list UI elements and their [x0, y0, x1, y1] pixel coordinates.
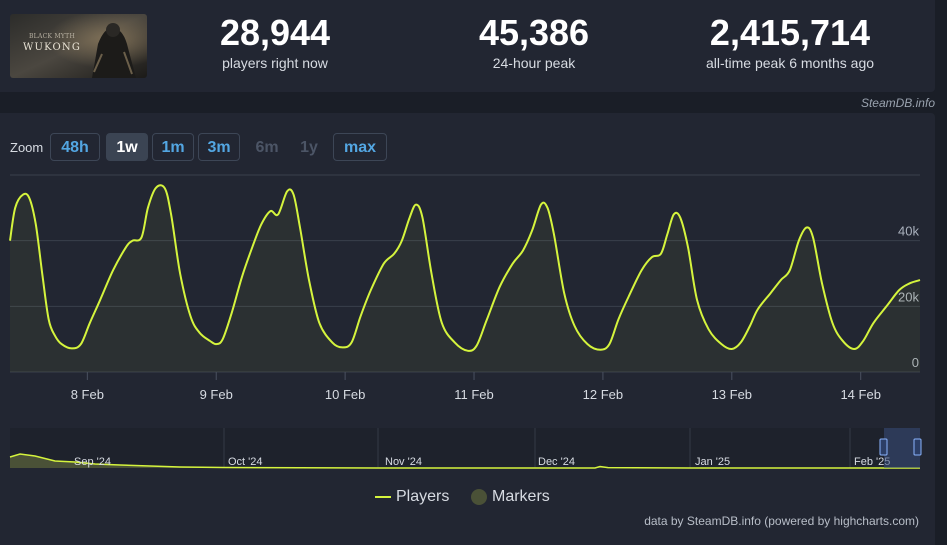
navigator-right-handle[interactable] [913, 438, 922, 456]
zoom-48h-button[interactable]: 48h [50, 133, 100, 161]
zoom-3m-button[interactable]: 3m [198, 133, 240, 161]
x-tick-label: 8 Feb [71, 387, 104, 402]
game-art-image [10, 14, 147, 78]
zoom-label: Zoom [10, 140, 44, 155]
stat-all-time-peak: 2,415,714 all-time peak 6 months ago [680, 14, 900, 71]
navigator-series-line [9, 453, 920, 469]
navigator-date-label: Feb '25 [854, 456, 890, 468]
stat-current-players: 28,944 players right now [185, 14, 365, 71]
y-tick-label: 20k [898, 289, 919, 304]
zoom-max-button[interactable]: max [333, 133, 387, 161]
all-time-peak-label: all-time peak 6 months ago [705, 54, 875, 71]
y-tick-label: 0 [912, 355, 919, 370]
x-tick-label: 14 Feb [840, 387, 880, 402]
game-logo-small: BLACK MYTH [28, 33, 76, 40]
x-tick-label: 12 Feb [583, 387, 623, 402]
x-tick-label: 9 Feb [200, 387, 233, 402]
y-tick-label: 40k [898, 224, 919, 239]
player-count-chart[interactable]: 0 20k 40k 8 Feb 9 Feb 10 Feb 11 Feb 12 Feb 13 F… [0, 170, 935, 410]
legend-players[interactable]: Players [396, 488, 450, 505]
navigator-background [10, 428, 920, 468]
navigator-date-label: Nov '24 [385, 456, 422, 468]
zoom-1y-button: 1y [300, 139, 318, 156]
game-logo-title: WUKONG [22, 42, 82, 53]
navigator-date-labels: Sep '24 Oct '24 Nov '24 Dec '24 Jan '25 Feb '… [74, 456, 890, 468]
navigator-date-label: Oct '24 [228, 456, 263, 468]
zoom-6m-button: 6m [255, 139, 279, 156]
data-credit[interactable]: data by SteamDB.info (powered by highcha… [644, 514, 919, 528]
peak-24h-label: 24-hour peak [492, 54, 576, 71]
stat-24h-peak: 45,386 24-hour peak [444, 14, 624, 71]
chart-panel [0, 113, 935, 545]
current-players-value: 28,944 [219, 12, 331, 53]
navigator-date-label: Dec '24 [538, 456, 575, 468]
x-tick-label: 10 Feb [325, 387, 365, 402]
navigator-gridlines [223, 428, 851, 468]
peak-24h-value: 45,386 [478, 12, 590, 53]
game-thumbnail[interactable]: BLACK MYTH WUKONG [10, 14, 147, 78]
stats-bar: BLACK MYTH WUKONG 28,944 players right n… [0, 0, 935, 92]
players-legend-line [375, 496, 391, 498]
chart-legend: Players Markers [0, 487, 935, 509]
players-series-line[interactable] [9, 184, 921, 352]
steamdb-credit-link[interactable]: SteamDB.info [860, 96, 935, 110]
navigator-left-handle[interactable] [879, 438, 888, 456]
all-time-peak-value: 2,415,714 [709, 12, 871, 53]
navigator-series-area [10, 454, 920, 468]
markers-legend-dot [471, 489, 487, 505]
zoom-1w-button[interactable]: 1w [106, 133, 148, 161]
x-tick-label: 13 Feb [712, 387, 752, 402]
legend-markers[interactable]: Markers [492, 488, 550, 505]
y-axis-labels: 0 20k 40k [898, 224, 919, 370]
x-axis-labels: 8 Feb 9 Feb 10 Feb 11 Feb 12 Feb 13 Feb 14 Feb [71, 372, 881, 402]
game-logo: BLACK MYTH WUKONG [22, 34, 82, 53]
navigator-date-label: Sep '24 [74, 456, 111, 468]
players-series-area [10, 185, 920, 372]
navigator-chart[interactable]: Sep '24 Oct '24 Nov '24 Dec '24 Jan '25 Feb '… [0, 420, 935, 475]
chart-gridlines [10, 174, 920, 373]
zoom-1m-button[interactable]: 1m [152, 133, 194, 161]
x-tick-label: 11 Feb [454, 387, 494, 402]
navigator-date-label: Jan '25 [695, 456, 730, 468]
current-players-label: players right now [222, 54, 328, 71]
